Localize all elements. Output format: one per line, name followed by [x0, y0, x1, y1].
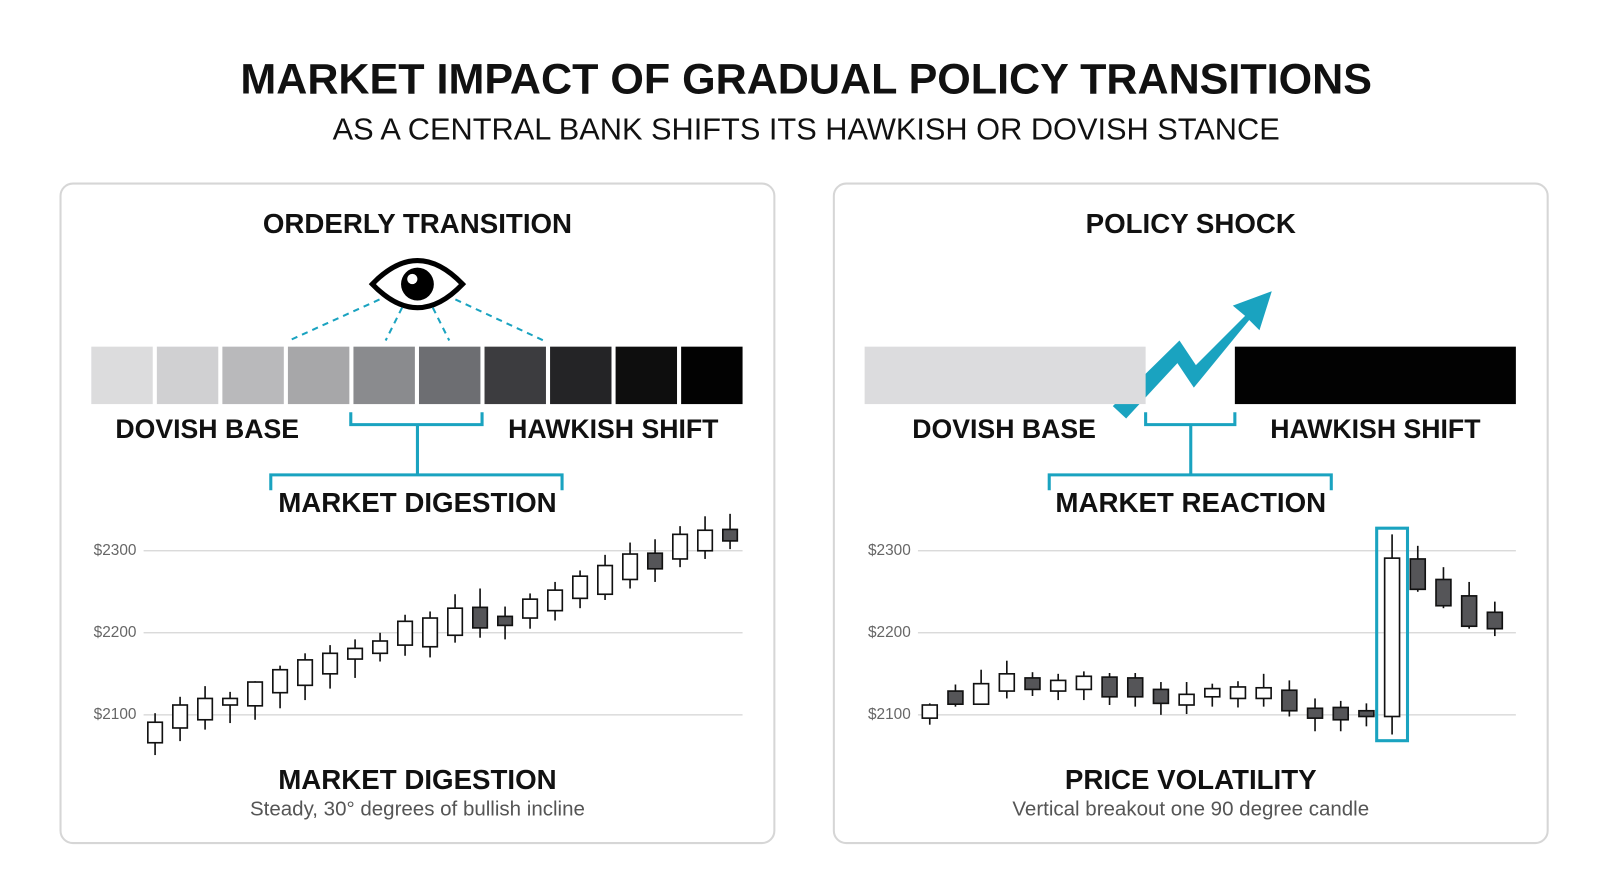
stance-square: [222, 346, 284, 405]
candle-body: [497, 615, 514, 627]
stance-square: [418, 346, 481, 405]
shock-arrow: [1112, 291, 1272, 419]
candle-body: [972, 682, 990, 706]
y-tick-label: $2200: [868, 624, 911, 641]
candle-body: [1049, 679, 1067, 692]
candle-body: [347, 647, 364, 660]
candle-body: [1383, 557, 1401, 718]
candle-body: [621, 553, 639, 581]
hawkish-label: HAWKISH SHIFT: [508, 414, 718, 444]
y-tick-label: $2100: [868, 706, 911, 723]
y-tick-label: $2300: [868, 542, 911, 559]
dovish-bar: [864, 346, 1146, 405]
candle-body: [1152, 688, 1170, 705]
bracket: [269, 412, 1333, 491]
candle-body: [1358, 709, 1375, 718]
candle-body: [1255, 686, 1272, 700]
candle-body: [1306, 707, 1324, 719]
hawkish-label: HAWKISH SHIFT: [1270, 414, 1480, 444]
candle-body: [947, 690, 964, 706]
stance-square: [615, 346, 678, 405]
panel-title: ORDERLY TRANSITION: [263, 208, 572, 239]
footer-text: Vertical breakout one 90 degree candle: [1012, 798, 1369, 821]
bracket-label: MARKET DIGESTION: [278, 487, 556, 518]
dovish-label: DOVISH BASE: [912, 414, 1096, 444]
candle-body: [472, 606, 489, 629]
y-tick-label: $2200: [94, 624, 137, 641]
candle-body: [1460, 595, 1478, 628]
candle-body: [372, 640, 389, 655]
candle-body: [696, 529, 714, 552]
breakout-highlight: [1375, 526, 1410, 743]
eye-icon: [368, 258, 467, 311]
stance-square: [287, 346, 350, 405]
candle-body: [596, 564, 614, 596]
eye-sight-lines: [288, 298, 545, 342]
candle-body: [247, 681, 264, 707]
stance-square: [681, 346, 743, 405]
candle-body: [1204, 687, 1221, 698]
candle-body: [671, 533, 689, 560]
hawkish-bar: [1234, 346, 1516, 405]
footer-title: PRICE VOLATILITY: [1065, 764, 1317, 795]
y-tick-label: $2100: [94, 706, 137, 723]
candle-body: [572, 575, 589, 600]
bracket-label: MARKET REACTION: [1055, 487, 1326, 518]
candle-body: [1229, 686, 1247, 700]
candle-body: [646, 552, 664, 570]
stance-square: [91, 346, 153, 405]
candle-body: [1486, 611, 1504, 630]
candle-body: [147, 721, 164, 744]
candle-body: [197, 697, 214, 721]
candle-body: [397, 620, 414, 646]
subtitle: AS A CENTRAL BANK SHIFTS ITS HAWKISH OR …: [333, 111, 1280, 146]
candle-body: [1101, 676, 1118, 698]
candle-body: [1435, 578, 1452, 607]
candle-body: [1409, 558, 1427, 591]
candle-body: [1126, 677, 1144, 698]
candle-body: [447, 607, 464, 637]
candle-body: [1281, 689, 1298, 712]
footer-title: MARKET DIGESTION: [278, 764, 556, 795]
candle-body: [1075, 675, 1093, 691]
candle-body: [1332, 706, 1349, 721]
candle-body: [272, 668, 289, 694]
candle-body: [1178, 693, 1195, 706]
candle-body: [222, 697, 239, 706]
stance-square: [484, 346, 546, 405]
candle-body: [422, 617, 439, 648]
candle-body: [998, 673, 1016, 692]
title: MARKET IMPACT OF GRADUAL POLICY TRANSITI…: [240, 55, 1372, 103]
dovish-label: DOVISH BASE: [115, 414, 299, 444]
stance-square: [353, 346, 415, 405]
candle-body: [297, 659, 314, 687]
candle-body: [921, 704, 939, 719]
candle-body: [547, 589, 564, 612]
y-tick-label: $2300: [94, 542, 137, 559]
candle-body: [172, 704, 189, 729]
candle-body: [322, 652, 339, 675]
candle-body: [721, 528, 739, 542]
candle-body: [1024, 677, 1041, 691]
stance-square: [550, 346, 612, 405]
panel-title: POLICY SHOCK: [1086, 208, 1296, 239]
candle-body: [522, 598, 539, 619]
stance-square: [156, 346, 219, 405]
footer-text: Steady, 30° degrees of bullish incline: [250, 798, 585, 821]
